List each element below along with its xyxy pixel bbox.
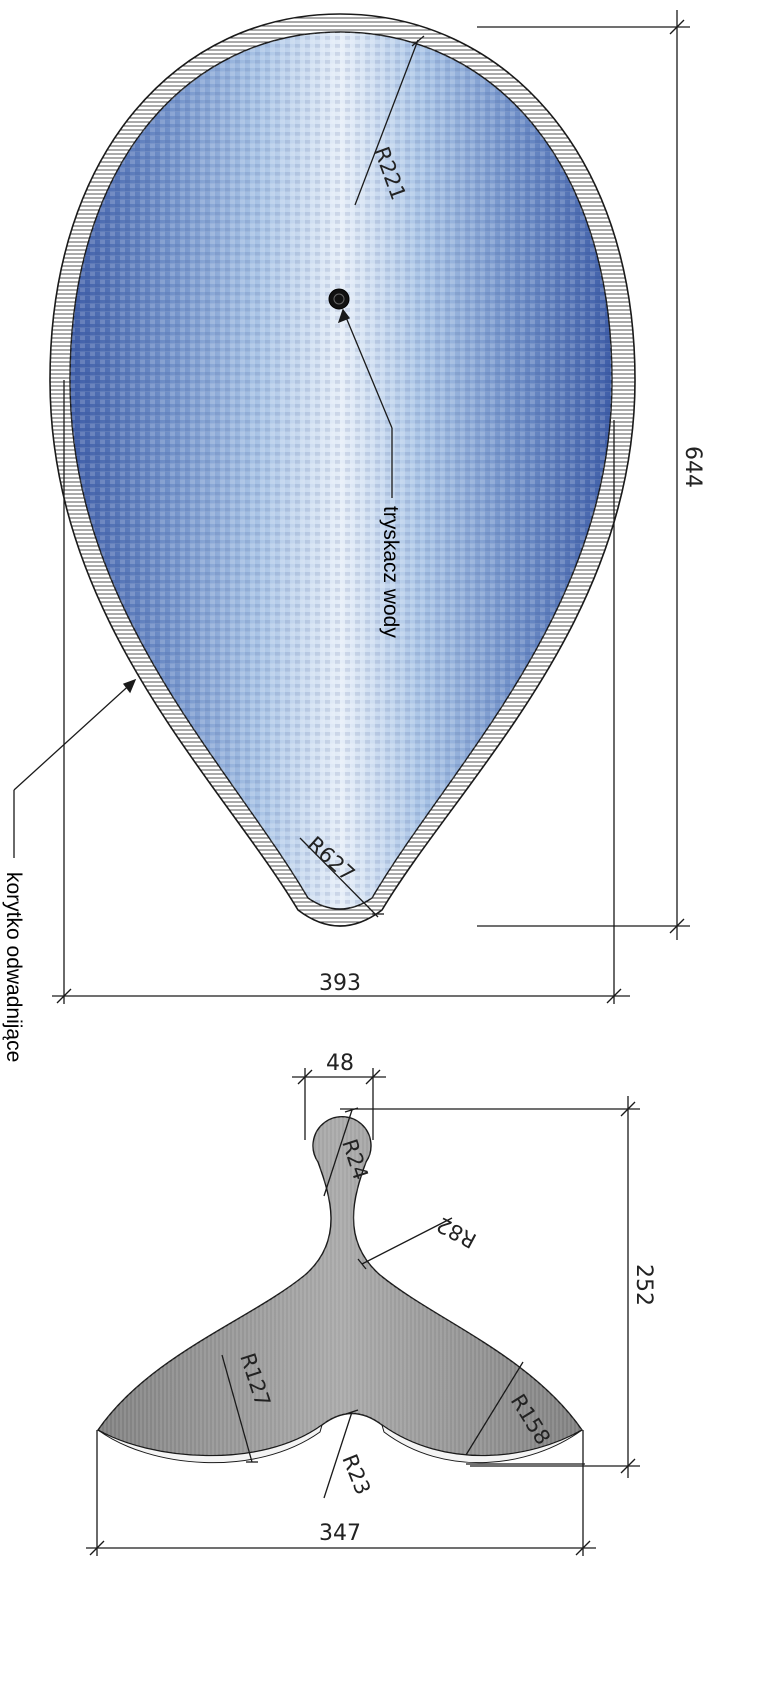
tail-fluke-lip-right: [381, 1423, 583, 1464]
drain-leader: [13, 678, 137, 858]
radius-r221: [354, 35, 425, 206]
tail-fluke-lip: [97, 1423, 323, 1464]
dimension-644: [477, 10, 690, 940]
radius-r627: [299, 837, 384, 918]
dimension-393: [52, 380, 630, 1004]
fountain-label: tryskacz wody: [379, 506, 402, 638]
dimension-252-label: 252: [631, 1264, 656, 1306]
tail: [96, 1116, 584, 1464]
dimension-48-label: 48: [326, 1051, 354, 1076]
drain-label: korytko odwadnijące: [2, 872, 25, 1062]
dimension-347: [86, 1430, 596, 1556]
radius-r158: [465, 1361, 585, 1465]
dimension-644-label: 644: [680, 446, 705, 488]
radius-r127: [221, 1354, 258, 1463]
pool-mosaic: [70, 32, 612, 909]
dimension-252: [340, 1096, 640, 1478]
dimension-393-label: 393: [319, 971, 361, 996]
radius-r82: [357, 1217, 453, 1270]
fountain-leader: [337, 308, 393, 498]
radius-r82-label: R82: [433, 1212, 481, 1253]
pool: [49, 13, 636, 927]
radius-r23: [323, 1409, 359, 1499]
fountain-nozzle-icon: [328, 288, 350, 310]
radius-r23-label: R23: [337, 1451, 375, 1498]
dimension-347-label: 347: [319, 1521, 361, 1546]
dimension-48: [292, 1068, 386, 1140]
